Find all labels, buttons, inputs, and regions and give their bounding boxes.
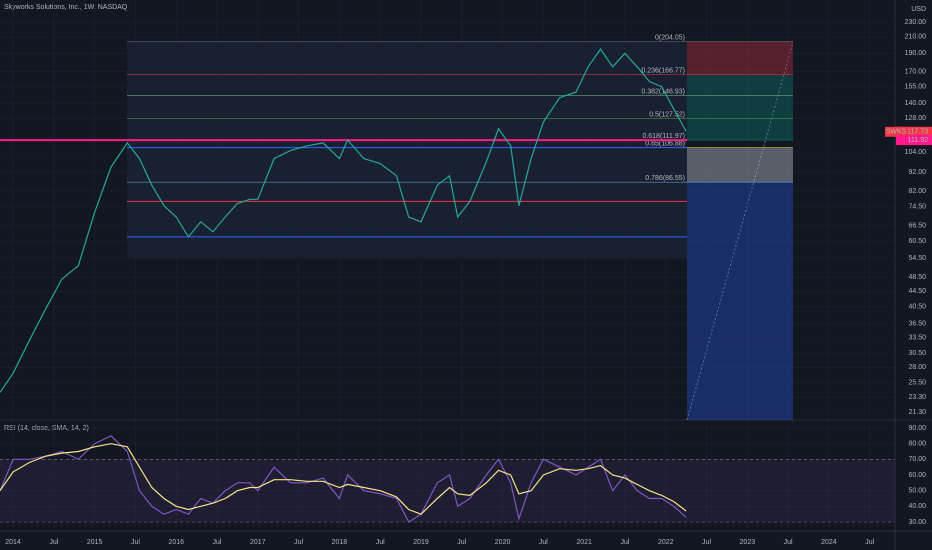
fib-label: 0.786(86.55) bbox=[645, 175, 685, 182]
rsi-title: RSI (14, close, SMA, 14, 2) bbox=[4, 425, 89, 432]
y-tick-label: 60.00 bbox=[908, 472, 926, 479]
series-line bbox=[0, 435, 687, 523]
x-tick-label: Jul bbox=[49, 539, 58, 546]
y-tick-label: 170.00 bbox=[905, 68, 927, 75]
x-tick-label: 2024 bbox=[821, 539, 837, 546]
x-tick-label: 2016 bbox=[168, 539, 184, 546]
down-zone bbox=[687, 182, 793, 420]
fib-label: 0.5(127.52) bbox=[649, 112, 685, 119]
x-tick-label: 2015 bbox=[87, 539, 103, 546]
x-tick-label: Jul bbox=[294, 539, 303, 546]
y-tick-label: 140.00 bbox=[905, 100, 927, 107]
symbol-tag-label: SWKS bbox=[886, 129, 907, 136]
x-tick-label: 2023 bbox=[740, 539, 756, 546]
x-tick-label: 2022 bbox=[658, 539, 674, 546]
fib-label: 0.236(166.77) bbox=[641, 68, 685, 75]
y-tick-label: 33.50 bbox=[908, 335, 926, 342]
x-tick-label: Jul bbox=[131, 539, 140, 546]
y-tick-label: 82.00 bbox=[908, 188, 926, 195]
price-tag bbox=[896, 135, 932, 146]
y-tick-label: 23.30 bbox=[908, 394, 926, 401]
x-tick-label: Jul bbox=[620, 539, 629, 546]
x-tick-label: 2019 bbox=[413, 539, 429, 546]
y-tick-label: 155.00 bbox=[905, 84, 927, 91]
price-tag-label: 117.73 bbox=[907, 129, 928, 136]
y-tick-label: 28.00 bbox=[908, 364, 926, 371]
entry-zone bbox=[687, 147, 793, 183]
y-tick-label: 92.00 bbox=[908, 169, 926, 176]
y-tick-label: 80.00 bbox=[908, 441, 926, 448]
x-tick-label: Jul bbox=[702, 539, 711, 546]
fib-label: 0.65(106.88) bbox=[645, 140, 685, 147]
series-line bbox=[0, 443, 687, 515]
target-zone bbox=[687, 74, 793, 141]
y-tick-label: 230.00 bbox=[905, 19, 927, 26]
x-tick-label: Jul bbox=[539, 539, 548, 546]
y-tick-label: 30.50 bbox=[908, 350, 926, 357]
y-tick-label: 48.50 bbox=[908, 274, 926, 281]
y-tick-label: 190.00 bbox=[905, 50, 927, 57]
x-tick-label: Jul bbox=[865, 539, 874, 546]
x-tick-label: 2014 bbox=[5, 539, 21, 546]
rsi-band bbox=[0, 459, 895, 523]
series-line bbox=[0, 48, 687, 393]
y-tick-label: 21.30 bbox=[908, 409, 926, 416]
y-tick-label: 66.50 bbox=[908, 222, 926, 229]
x-tick-label: 2021 bbox=[576, 539, 592, 546]
x-tick-label: 2020 bbox=[495, 539, 511, 546]
projection-line bbox=[686, 41, 794, 421]
x-tick-label: 2018 bbox=[332, 539, 348, 546]
y-tick-label: 128.00 bbox=[905, 115, 927, 122]
x-tick-label: Jul bbox=[784, 539, 793, 546]
y-tick-label: 40.00 bbox=[908, 503, 926, 510]
y-tick-label: 70.00 bbox=[908, 456, 926, 463]
fib-label: 0(204.05) bbox=[655, 34, 685, 41]
x-tick-label: Jul bbox=[457, 539, 466, 546]
fib-label: 0.382(146.93) bbox=[641, 88, 685, 95]
y-tick-label: 74.50 bbox=[908, 204, 926, 211]
y-tick-label: 210.00 bbox=[905, 34, 927, 41]
y-tick-label: 104.00 bbox=[905, 149, 927, 156]
x-tick-label: 2017 bbox=[250, 539, 266, 546]
y-tick-label: 40.50 bbox=[908, 304, 926, 311]
chart-title: Skyworks Solutions, Inc., 1W, NASDAQ bbox=[4, 4, 128, 11]
x-tick-label: Jul bbox=[376, 539, 385, 546]
currency: USD bbox=[911, 6, 926, 13]
price-tag-label: 111.92 bbox=[908, 137, 928, 144]
y-tick-label: 60.50 bbox=[908, 238, 926, 245]
y-tick-label: 90.00 bbox=[908, 425, 926, 432]
y-tick-label: 44.50 bbox=[908, 288, 926, 295]
y-tick-label: 50.00 bbox=[908, 488, 926, 495]
symbol-tag bbox=[885, 126, 907, 137]
stop-zone bbox=[687, 41, 793, 75]
fib-label: 0.618(111.97) bbox=[642, 133, 685, 140]
x-tick-label: Jul bbox=[213, 539, 222, 546]
y-tick-label: 30.00 bbox=[908, 519, 926, 526]
y-tick-label: 54.50 bbox=[908, 255, 926, 262]
y-tick-label: 36.50 bbox=[908, 321, 926, 328]
price-tag bbox=[896, 126, 932, 137]
y-tick-label: 25.50 bbox=[908, 379, 926, 386]
